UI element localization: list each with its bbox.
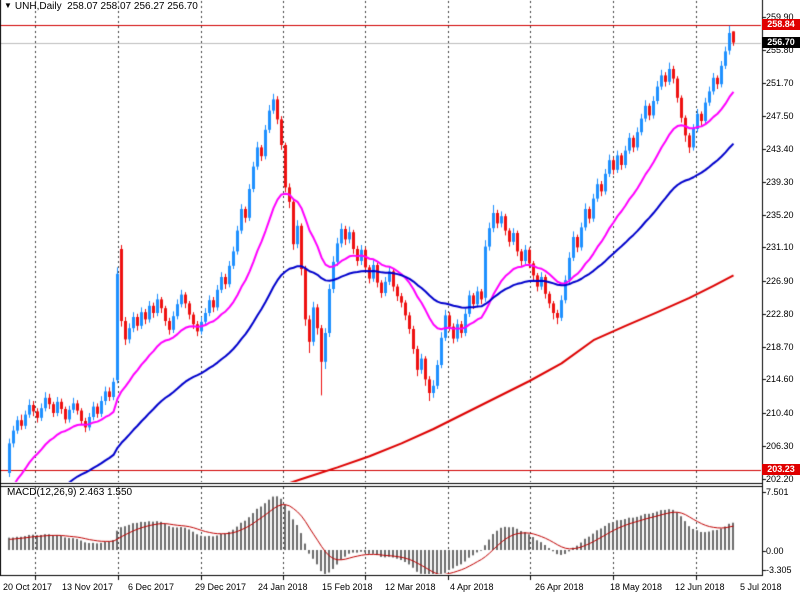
date-axis-label: 4 Apr 2018 xyxy=(450,582,494,592)
price-axis-label: 226.90 xyxy=(766,276,794,286)
date-axis-label: 13 Nov 2017 xyxy=(62,582,114,592)
price-axis-label: 247.50 xyxy=(766,111,794,121)
price-axis-label: 218.70 xyxy=(766,342,794,352)
price-axis-label: 210.40 xyxy=(766,408,794,418)
price-axis-label: 259.90 xyxy=(766,12,794,22)
chart-title: ▼ UNH,Daily 258.07 258.07 256.27 256.70 xyxy=(4,1,198,12)
time-scale[interactable]: 20 Oct 2017 13 Nov 2017 6 Dec 2017 29 Dec 2… xyxy=(0,576,800,600)
price-axis-label: 235.20 xyxy=(766,210,794,220)
price-axis-label: 251.70 xyxy=(766,78,794,88)
date-axis-label: 20 Oct 2017 xyxy=(3,582,53,592)
date-axis-label: 6 Dec 2017 xyxy=(128,582,175,592)
date-axis-label: 5 Jul 2018 xyxy=(740,582,782,592)
date-axis-label: 12 Mar 2018 xyxy=(385,582,436,592)
price-axis-label: 214.60 xyxy=(766,374,794,384)
price-level-badge: 203.23 xyxy=(762,464,800,475)
date-axis-label: 12 Jun 2018 xyxy=(675,582,725,592)
chevron-down-icon: ▼ xyxy=(4,1,12,10)
macd-indicator-label: MACD(12,26,9) 2.463 1.550 xyxy=(7,487,133,498)
macd-axis-label: 0.00 xyxy=(766,546,784,556)
date-axis-label: 15 Feb 2018 xyxy=(322,582,373,592)
date-axis-label: 26 Apr 2018 xyxy=(535,582,584,592)
price-axis-label: 222.80 xyxy=(766,309,794,319)
price-scale[interactable]: 259.90 255.80 251.70 247.50 243.40 239.30 235.… xyxy=(762,0,800,576)
date-axis-label: 18 May 2018 xyxy=(610,582,663,592)
price-axis-label: 239.30 xyxy=(766,177,794,187)
date-axis-label: 29 Dec 2017 xyxy=(195,582,247,592)
chart-symbol-period: UNH,Daily xyxy=(14,1,62,12)
price-level-badge: 258.84 xyxy=(762,19,800,30)
price-axis-label: 202.20 xyxy=(766,474,794,484)
price-axis-label: 206.30 xyxy=(766,441,794,451)
price-level-badge: 256.70 xyxy=(762,37,800,48)
price-axis-label: 255.80 xyxy=(766,45,794,55)
macd-axis-label: -3.305 xyxy=(766,565,792,575)
macd-axis-label: 7.501 xyxy=(766,487,789,497)
chart-ohlc-readout: 258.07 258.07 256.27 256.70 xyxy=(67,1,198,12)
price-axis-label: 231.10 xyxy=(766,242,794,252)
date-axis-label: 24 Jan 2018 xyxy=(258,582,308,592)
price-axis-label: 243.40 xyxy=(766,144,794,154)
